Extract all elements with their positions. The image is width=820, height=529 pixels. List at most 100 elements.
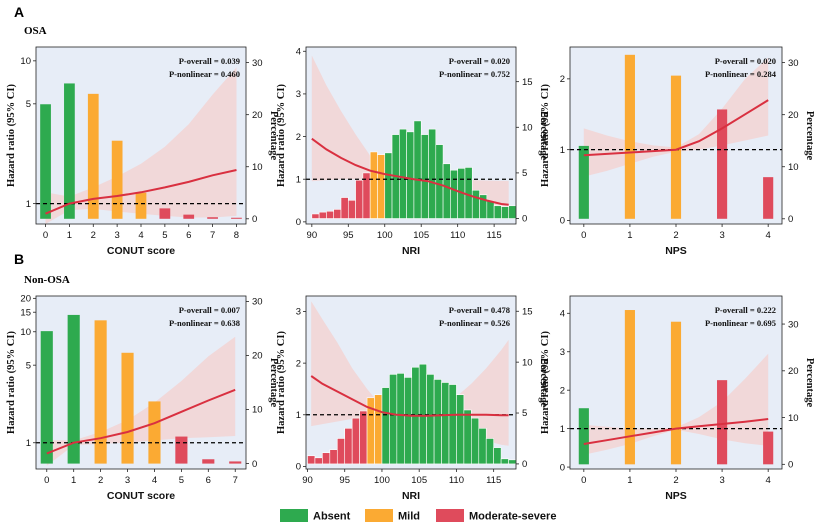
- hr-tick-label: 4: [296, 46, 301, 57]
- y-axis-title-percentage: Percentage: [804, 111, 815, 161]
- x-tick-label: 115: [486, 475, 501, 486]
- p-overall-annotation: P-overall = 0.020: [449, 56, 510, 66]
- bar-mild-2: [670, 321, 682, 465]
- x-axis-title: NRI: [402, 490, 420, 502]
- bar-absent-26: [500, 458, 509, 465]
- hr-tick-label: 10: [20, 56, 31, 67]
- bar-mild-2: [87, 93, 99, 219]
- bar-mild-4: [135, 192, 147, 219]
- bar-moderate-severe-3: [717, 109, 728, 219]
- bar-mild-2: [670, 75, 682, 219]
- bar-absent-15: [420, 134, 429, 219]
- y-axis-title-hazard-ratio: Hazard ratio (95% CI): [6, 84, 17, 187]
- bar-mild-3: [121, 352, 134, 464]
- pct-tick-label: 0: [252, 459, 257, 470]
- x-tick-label: 2: [673, 230, 678, 241]
- hr-tick-label: 0: [296, 462, 301, 473]
- y-axis-title-percentage: Percentage: [538, 358, 549, 408]
- bar-absent-25: [493, 447, 502, 465]
- bar-moderate-severe-3: [717, 380, 728, 465]
- pct-tick-label: 15: [522, 77, 533, 88]
- x-tick-label: 95: [343, 230, 354, 241]
- bar-moderate-severe-7: [359, 410, 368, 465]
- pct-tick-label: 20: [252, 110, 263, 121]
- pct-tick-label: 10: [522, 357, 533, 368]
- bar-absent-18: [442, 163, 451, 219]
- pct-tick-label: 10: [788, 413, 799, 424]
- x-tick-label: 105: [411, 475, 427, 486]
- hr-tick-label: 2: [296, 132, 301, 143]
- y-axis-title-percentage: Percentage: [268, 111, 279, 161]
- pct-tick-label: 5: [522, 168, 527, 179]
- bar-absent-19: [448, 384, 457, 465]
- bar-absent-27: [508, 205, 517, 219]
- bar-moderate-severe-2: [326, 210, 335, 219]
- bar-mild-4: [148, 401, 161, 464]
- bar-absent-24: [486, 200, 495, 219]
- x-tick-label: 0: [43, 230, 48, 241]
- bar-moderate-severe-5: [175, 436, 188, 464]
- bar-absent-21: [464, 167, 473, 219]
- hr-tick-label: 5: [26, 99, 31, 110]
- bar-absent-22: [471, 417, 480, 465]
- hr-tick-label: 0: [560, 216, 565, 227]
- bar-absent-22: [471, 189, 480, 219]
- hr-tick-label: 0: [560, 462, 565, 473]
- hr-tick-label: 1: [26, 199, 31, 210]
- bar-mild-8: [369, 151, 378, 219]
- hr-tick-label: 15: [20, 307, 31, 318]
- hr-tick-label: 4: [560, 309, 565, 320]
- x-tick-label: 5: [179, 475, 184, 486]
- pct-tick-label: 5: [522, 408, 527, 419]
- x-tick-label: 1: [627, 230, 632, 241]
- bar-moderate-severe-4: [340, 197, 349, 219]
- pct-tick-label: 30: [252, 297, 263, 308]
- p-nonlinear-annotation: P-nonlinear = 0.460: [169, 69, 240, 79]
- bar-absent-13: [406, 131, 415, 219]
- bar-absent-12: [396, 373, 405, 465]
- bar-absent-17: [433, 379, 442, 465]
- bar-absent-25: [493, 205, 502, 219]
- hr-tick-label: 5: [26, 360, 31, 371]
- x-tick-label: 5: [162, 230, 167, 241]
- x-tick-label: 0: [581, 475, 586, 486]
- bar-moderate-severe-5: [159, 208, 171, 219]
- hr-tick-label: 2: [296, 358, 301, 369]
- bar-moderate-severe-6: [202, 459, 215, 464]
- pct-tick-label: 20: [788, 366, 799, 377]
- bar-absent-26: [501, 206, 510, 219]
- ci-band: [46, 336, 236, 466]
- pct-tick-label: 20: [252, 351, 263, 362]
- x-axis-title: NPS: [665, 490, 687, 502]
- hr-tick-label: 1: [26, 438, 31, 449]
- bar-moderate-severe-3: [329, 449, 338, 465]
- bar-mild-9: [377, 154, 386, 219]
- pct-tick-label: 0: [522, 459, 527, 470]
- pct-tick-label: 15: [522, 306, 533, 317]
- hazard-ratio-curve: [46, 388, 236, 455]
- x-tick-label: 95: [339, 475, 350, 486]
- bar-moderate-severe-0: [307, 455, 316, 465]
- hr-tick-label: 1: [560, 145, 565, 156]
- x-tick-label: 1: [67, 230, 72, 241]
- x-tick-label: 2: [91, 230, 96, 241]
- pct-tick-label: 10: [788, 162, 799, 173]
- bar-absent-14: [413, 120, 422, 219]
- bar-absent-21: [463, 409, 472, 465]
- legend-swatch-moderate-severe: [436, 509, 464, 522]
- bar-moderate-severe-6: [351, 417, 360, 465]
- x-tick-label: 110: [450, 230, 465, 241]
- pct-tick-label: 0: [788, 214, 793, 225]
- bar-moderate-severe-4: [763, 177, 774, 219]
- bar-moderate-severe-5: [347, 199, 356, 219]
- bar-moderate-severe-8: [231, 217, 242, 219]
- bar-absent-0: [578, 145, 589, 219]
- hazard-ratio-curve: [45, 169, 237, 215]
- x-tick-label: 3: [719, 230, 724, 241]
- x-tick-label: 3: [114, 230, 119, 241]
- x-tick-label: 100: [377, 230, 393, 241]
- p-overall-annotation: P-overall = 0.007: [179, 305, 241, 315]
- y-axis-title-hazard-ratio: Hazard ratio (95% CI): [540, 84, 551, 187]
